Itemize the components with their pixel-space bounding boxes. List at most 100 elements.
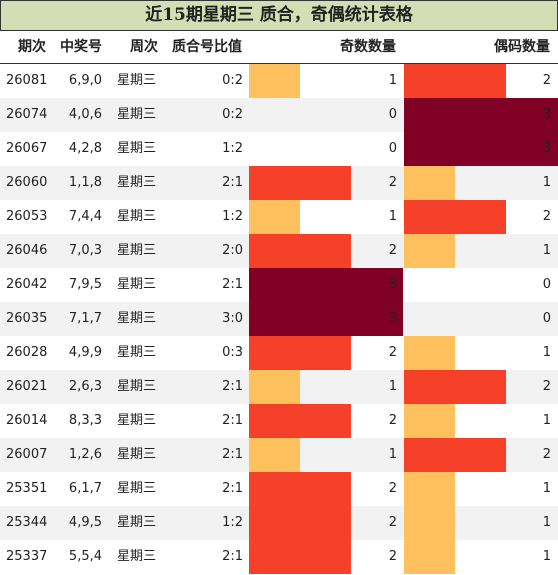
even-count-cell: 3 <box>542 107 551 122</box>
weekday-cell: 星期三 <box>117 447 157 462</box>
odd-count-cell: 1 <box>388 209 397 224</box>
odd-count-cell: 2 <box>388 549 397 564</box>
numbers-cell: 1,1,8 <box>68 175 102 190</box>
ratio-cell: 2:1 <box>222 175 243 190</box>
odd-count-cell: 0 <box>388 141 397 156</box>
odd-count-bar <box>249 268 403 302</box>
even-count-cell: 2 <box>542 379 551 394</box>
issue-cell: 25344 <box>6 515 48 530</box>
even-count-bar <box>404 132 558 166</box>
even-count-bar <box>404 370 506 404</box>
ratio-cell: 2:1 <box>222 481 243 496</box>
weekday-cell: 星期三 <box>117 141 157 156</box>
even-count-bar <box>404 234 455 268</box>
weekday-cell: 星期三 <box>117 209 157 224</box>
issue-cell: 26081 <box>6 73 48 88</box>
header-odd: 奇数数量 <box>340 39 396 55</box>
weekday-cell: 星期三 <box>117 379 157 394</box>
odd-count-cell: 3 <box>388 311 397 326</box>
ratio-cell: 2:0 <box>222 243 243 258</box>
issue-cell: 26053 <box>6 209 48 224</box>
issue-cell: 26035 <box>6 311 48 326</box>
table-row: 26081 6,9,0 星期三 0:2 1 2 <box>0 64 558 98</box>
weekday-cell: 星期三 <box>117 549 157 564</box>
weekday-cell: 星期三 <box>117 175 157 190</box>
ratio-cell: 3:0 <box>222 311 243 326</box>
numbers-cell: 4,9,9 <box>68 345 102 360</box>
even-count-cell: 1 <box>542 515 551 530</box>
issue-cell: 26014 <box>6 413 48 428</box>
numbers-cell: 7,0,3 <box>68 243 102 258</box>
odd-count-cell: 2 <box>388 515 397 530</box>
odd-count-bar <box>249 336 351 370</box>
issue-cell: 26074 <box>6 107 48 122</box>
odd-count-bar <box>249 540 351 574</box>
header-even: 偶码数量 <box>494 39 550 55</box>
issue-cell: 26021 <box>6 379 48 394</box>
table-row: 26014 8,3,3 星期三 2:1 2 1 <box>0 404 558 438</box>
even-count-cell: 2 <box>542 73 551 88</box>
even-count-bar <box>404 438 506 472</box>
odd-count-bar <box>249 302 403 336</box>
even-count-cell: 2 <box>542 447 551 462</box>
odd-count-cell: 1 <box>388 447 397 462</box>
table-row: 26053 7,4,4 星期三 1:2 1 2 <box>0 200 558 234</box>
even-count-cell: 1 <box>542 345 551 360</box>
weekday-cell: 星期三 <box>117 311 157 326</box>
even-count-bar <box>404 200 506 234</box>
ratio-cell: 2:1 <box>222 549 243 564</box>
odd-count-cell: 2 <box>388 175 397 190</box>
table-row: 26007 1,2,6 星期三 2:1 1 2 <box>0 438 558 472</box>
ratio-cell: 1:2 <box>222 515 243 530</box>
even-count-bar <box>404 166 455 200</box>
numbers-cell: 1,2,6 <box>68 447 102 462</box>
even-count-bar <box>404 336 455 370</box>
ratio-cell: 2:1 <box>222 447 243 462</box>
odd-count-cell: 1 <box>388 73 397 88</box>
odd-count-cell: 1 <box>388 379 397 394</box>
table-row: 25351 6,1,7 星期三 2:1 2 1 <box>0 472 558 506</box>
table-row: 25344 4,9,5 星期三 1:2 2 1 <box>0 506 558 540</box>
odd-count-bar <box>249 438 300 472</box>
even-count-cell: 1 <box>542 175 551 190</box>
even-count-cell: 1 <box>542 413 551 428</box>
odd-count-cell: 2 <box>388 481 397 496</box>
odd-count-bar <box>249 404 351 438</box>
table-row: 26046 7,0,3 星期三 2:0 2 1 <box>0 234 558 268</box>
even-count-cell: 0 <box>542 311 551 326</box>
odd-count-bar <box>249 64 300 98</box>
even-count-bar <box>404 404 455 438</box>
ratio-cell: 2:1 <box>222 413 243 428</box>
ratio-cell: 0:2 <box>222 73 243 88</box>
weekday-cell: 星期三 <box>117 73 157 88</box>
even-count-bar <box>404 506 455 540</box>
numbers-cell: 2,6,3 <box>68 379 102 394</box>
ratio-cell: 0:3 <box>222 345 243 360</box>
header-ratio: 质合号比值 <box>172 39 242 55</box>
numbers-cell: 7,9,5 <box>68 277 102 292</box>
odd-count-bar <box>249 472 351 506</box>
weekday-cell: 星期三 <box>117 107 157 122</box>
numbers-cell: 4,9,5 <box>68 515 102 530</box>
table-body: 26081 6,9,0 星期三 0:2 1 2 26074 4,0,6 星期三 0:2 0 3 2606… <box>0 64 558 574</box>
weekday-cell: 星期三 <box>117 413 157 428</box>
issue-cell: 26067 <box>6 141 48 156</box>
odd-count-bar <box>249 200 300 234</box>
weekday-cell: 星期三 <box>117 481 157 496</box>
odd-count-cell: 2 <box>388 413 397 428</box>
header-numbers: 中奖号 <box>60 39 102 55</box>
even-count-bar <box>404 540 455 574</box>
table-row: 26067 4,2,8 星期三 1:2 0 3 <box>0 132 558 166</box>
weekday-cell: 星期三 <box>117 243 157 258</box>
table-row: 26060 1,1,8 星期三 2:1 2 1 <box>0 166 558 200</box>
table-row: 26028 4,9,9 星期三 0:3 2 1 <box>0 336 558 370</box>
even-count-bar <box>404 472 455 506</box>
odd-count-cell: 0 <box>388 107 397 122</box>
even-count-cell: 0 <box>542 277 551 292</box>
table-title: 近15期星期三 质合，奇偶统计表格 <box>0 0 558 31</box>
ratio-cell: 0:2 <box>222 107 243 122</box>
numbers-cell: 7,1,7 <box>68 311 102 326</box>
ratio-cell: 2:1 <box>222 379 243 394</box>
odd-count-bar <box>249 166 351 200</box>
